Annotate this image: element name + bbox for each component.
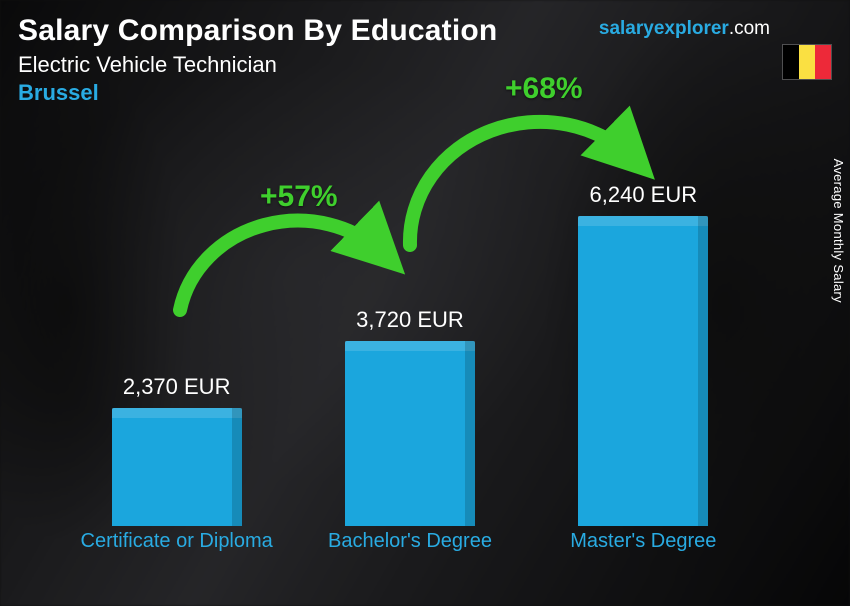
bar-group: 6,240 EUR xyxy=(553,182,733,526)
y-axis-label: Average Monthly Salary xyxy=(831,159,846,303)
page-subtitle: Electric Vehicle Technician xyxy=(18,52,832,78)
page-location: Brussel xyxy=(18,80,832,106)
bar-value-label: 2,370 EUR xyxy=(123,374,231,400)
bar-group: 2,370 EUR xyxy=(87,374,267,526)
flag-belgium-icon xyxy=(782,44,832,80)
brand-logo: salaryexplorer.com xyxy=(599,18,770,40)
bars-container: 2,370 EUR 3,720 EUR 6,240 EUR xyxy=(60,160,760,526)
bar-value-label: 6,240 EUR xyxy=(590,182,698,208)
bar xyxy=(578,216,708,526)
bar xyxy=(345,341,475,526)
flag-stripe xyxy=(799,45,815,79)
brand-name: salaryexplorer xyxy=(599,18,729,39)
category-label: Certificate or Diploma xyxy=(77,530,277,586)
bar-chart: +57% +68% 2,370 EUR 3,720 EUR 6,240 EUR … xyxy=(60,160,760,586)
increase-label: +57% xyxy=(260,180,338,214)
category-label: Master's Degree xyxy=(543,530,743,586)
category-label: Bachelor's Degree xyxy=(310,530,510,586)
brand-domain: .com xyxy=(729,18,770,39)
flag-stripe xyxy=(783,45,799,79)
bar xyxy=(112,408,242,526)
bar-value-label: 3,720 EUR xyxy=(356,307,464,333)
flag-stripe xyxy=(815,45,831,79)
bar-group: 3,720 EUR xyxy=(320,307,500,526)
category-labels: Certificate or Diploma Bachelor's Degree… xyxy=(60,530,760,586)
